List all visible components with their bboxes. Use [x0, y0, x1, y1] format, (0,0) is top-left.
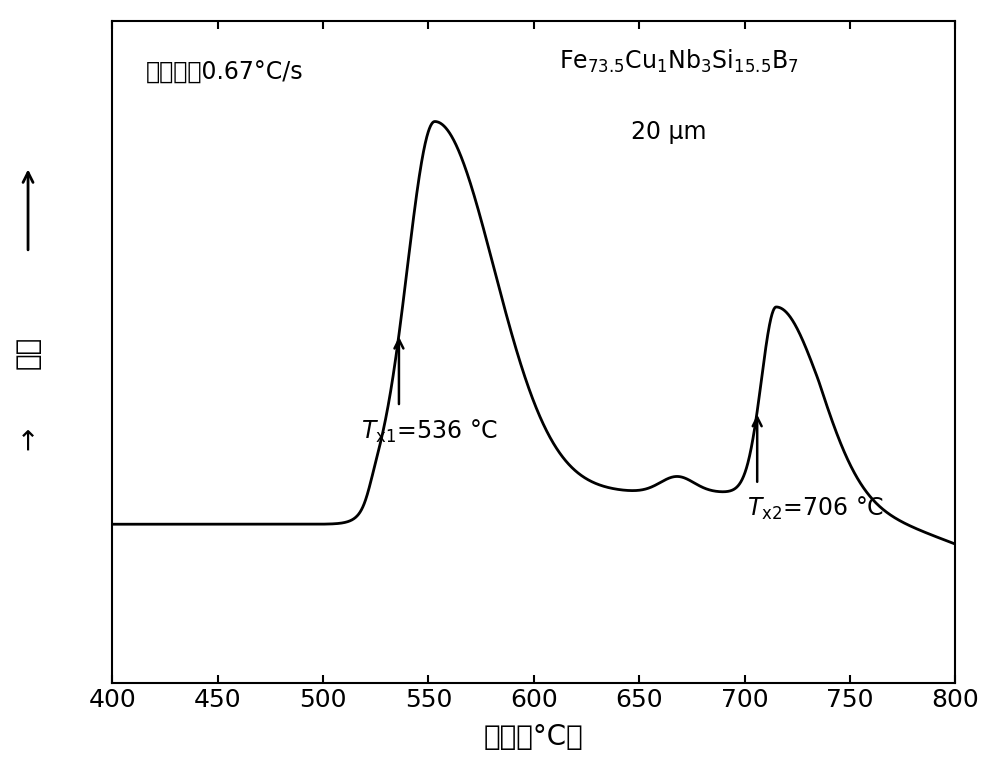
X-axis label: 温度（°C）: 温度（°C）: [484, 723, 584, 751]
Text: $\mathit{T}$$_{\rm x1}$=536 °C: $\mathit{T}$$_{\rm x1}$=536 °C: [361, 418, 498, 445]
Text: 升温速獵0.67°C/s: 升温速獵0.67°C/s: [146, 60, 304, 85]
Text: Fe$_{73.5}$Cu$_{1}$Nb$_{3}$Si$_{15.5}$B$_{7}$: Fe$_{73.5}$Cu$_{1}$Nb$_{3}$Si$_{15.5}$B$…: [559, 47, 799, 75]
Text: 20 μm: 20 μm: [631, 120, 706, 144]
Text: 热流: 热流: [14, 335, 42, 369]
Text: →: →: [14, 426, 42, 450]
Text: $\mathit{T}$$_{\rm x2}$=706 °C: $\mathit{T}$$_{\rm x2}$=706 °C: [747, 495, 884, 523]
